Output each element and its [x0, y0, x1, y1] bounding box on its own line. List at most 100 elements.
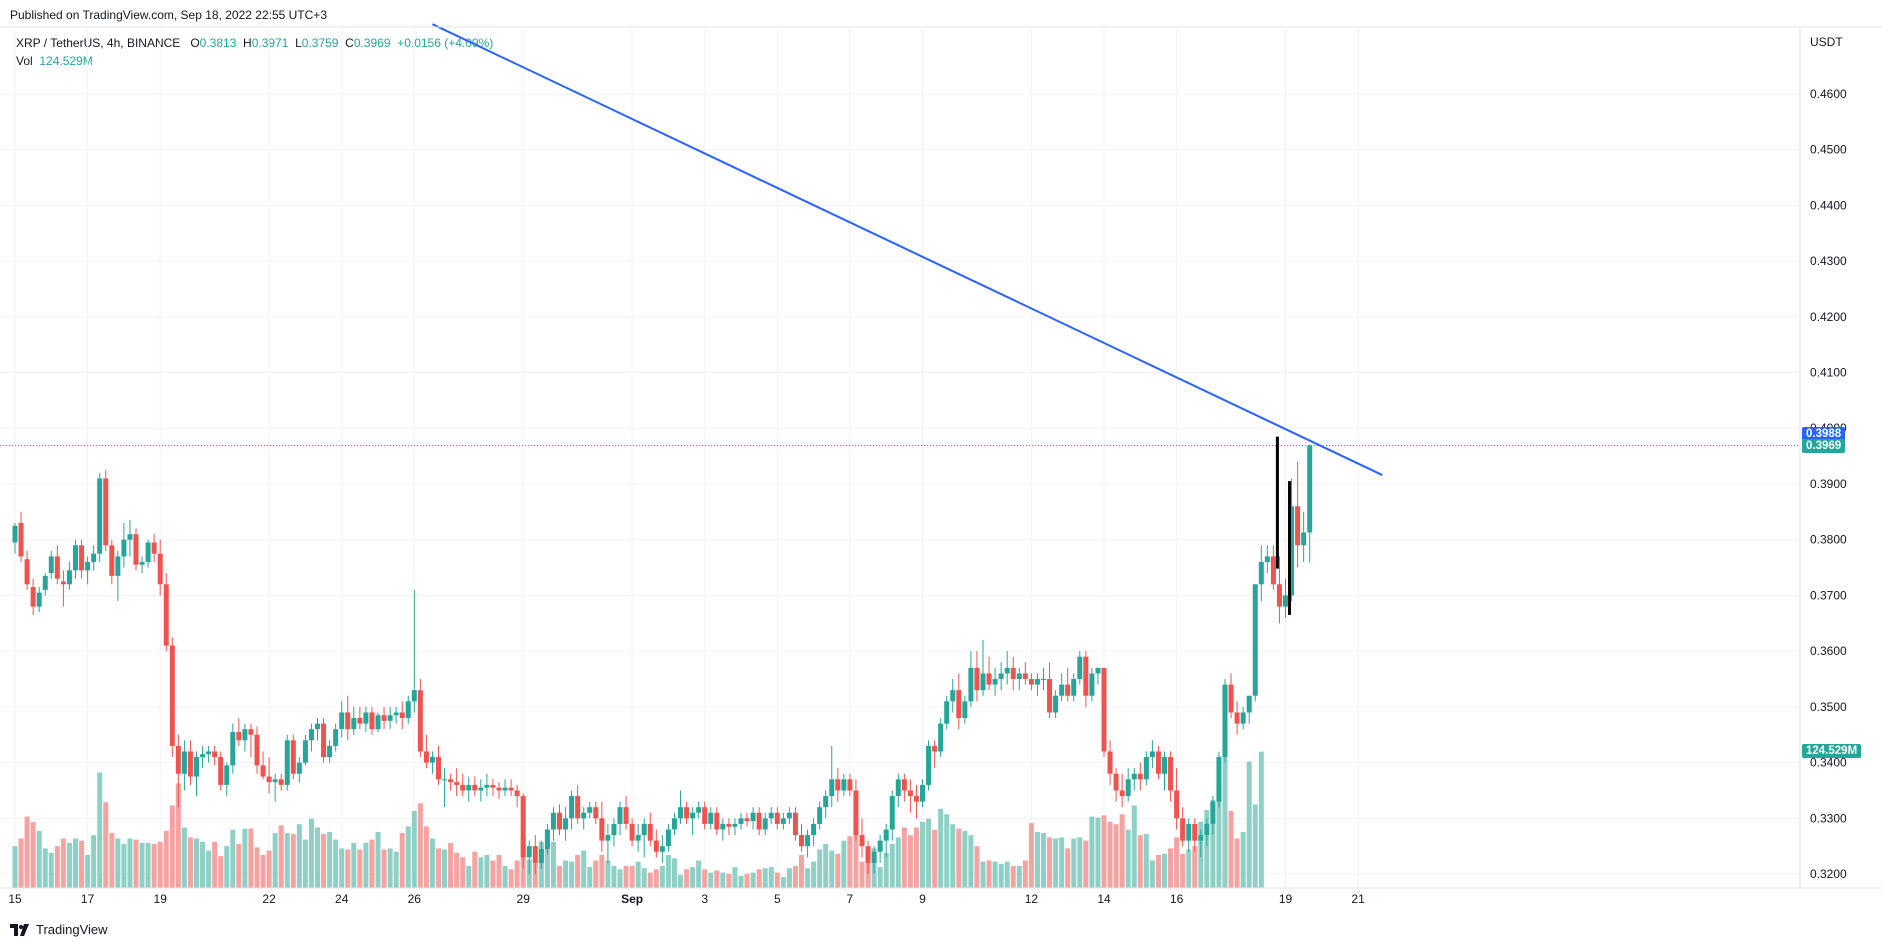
volume-bar: [1101, 815, 1107, 888]
candle-body: [708, 812, 714, 824]
symbol-label[interactable]: XRP / TetherUS, 4h, BINANCE: [16, 36, 181, 50]
candle-body: [593, 807, 599, 819]
price-tick-label: 0.3300: [1810, 811, 1847, 825]
volume-bar: [841, 840, 847, 888]
candle-body: [169, 645, 175, 746]
price-axis[interactable]: 0.3200 0.3300 0.3400 0.3500 0.3600 0.3700 0.38…: [1810, 87, 1847, 881]
volume-bar: [187, 837, 193, 888]
volume-bar: [115, 838, 121, 888]
volume-bar: [151, 844, 157, 888]
candle-body: [974, 667, 980, 691]
tradingview-logo-icon: [10, 923, 30, 936]
volume-bar: [1095, 817, 1101, 888]
candle-body: [550, 812, 556, 830]
candle-body: [726, 823, 732, 827]
volume-bar: [460, 857, 466, 888]
volume-bar: [926, 818, 932, 888]
volume-bar: [24, 816, 30, 888]
candle-body: [1204, 823, 1210, 836]
candle-body: [1180, 818, 1186, 841]
volume-bar: [73, 838, 78, 888]
candle-body: [678, 807, 683, 819]
candle-body: [145, 542, 151, 562]
volume-bar: [472, 851, 478, 888]
volume-bar: [786, 868, 792, 888]
candle-body: [629, 823, 635, 841]
candle-body: [1289, 506, 1295, 596]
volume-bar: [1174, 837, 1180, 888]
candle-body: [998, 673, 1004, 680]
candle-body: [702, 807, 708, 824]
footer-brand[interactable]: TradingView: [10, 922, 108, 937]
candle-body: [980, 673, 986, 691]
time-tick-label: 24: [335, 892, 349, 906]
candle-body: [502, 787, 508, 791]
candle-body: [829, 779, 835, 797]
volume-bar: [1034, 831, 1040, 888]
candle-body: [429, 757, 435, 763]
candle-body: [671, 818, 677, 830]
candle-body: [853, 790, 859, 836]
bar-markers[interactable]: [1275, 436, 1291, 615]
volume-bar: [665, 855, 671, 888]
volume-label[interactable]: Vol: [16, 54, 33, 68]
volume-bar: [60, 838, 66, 888]
candle-body: [1295, 506, 1301, 546]
candle-body: [496, 787, 502, 791]
candle-body: [932, 745, 938, 752]
volume-bar: [66, 842, 72, 888]
volume-bar: [157, 841, 163, 888]
candle-body: [768, 812, 774, 819]
candle-body: [1089, 673, 1095, 696]
candle-body: [696, 807, 702, 813]
candle-body: [302, 740, 308, 763]
price-tick-label: 0.3200: [1810, 867, 1847, 881]
volume-bar: [442, 849, 448, 888]
volume-bar: [907, 835, 913, 888]
candle-body: [296, 762, 302, 774]
volume-bar: [817, 849, 823, 888]
time-tick-label: 19: [154, 892, 168, 906]
volume-bar: [1041, 833, 1046, 888]
volume-bar: [36, 830, 42, 888]
candle-body: [1258, 561, 1264, 585]
volume-bar: [436, 848, 441, 888]
candle-body: [823, 796, 829, 808]
volume-bar: [1149, 860, 1155, 888]
candle-body: [563, 818, 569, 830]
close-label: C: [345, 36, 354, 50]
volume-bar: [272, 833, 278, 888]
candle-body: [363, 712, 369, 724]
volume-bar: [944, 814, 950, 888]
volume-bar: [1228, 811, 1234, 888]
chart-legend: XRP / TetherUS, 4h, BINANCE O0.3813 H0.3…: [16, 34, 493, 70]
candle-body: [339, 712, 345, 730]
candle-body: [351, 718, 357, 730]
volume-bar: [1222, 739, 1228, 888]
candle-body: [36, 592, 42, 607]
candle-body: [91, 553, 97, 562]
volume-bar: [381, 849, 387, 888]
volume-bar: [605, 860, 611, 888]
volume-bar: [194, 838, 199, 888]
price-tick-label: 0.3700: [1810, 588, 1847, 602]
volume-bar: [121, 844, 127, 888]
candle-body: [647, 823, 653, 841]
volume-bar: [563, 860, 569, 888]
candle-body: [1228, 684, 1234, 713]
volume-bar: [732, 867, 738, 888]
time-axis[interactable]: 15 17 19 22 24 26 29 Sep 3 5 7 9 12 14 16 19 21: [8, 892, 1365, 906]
candle-body: [212, 751, 218, 758]
candle-body: [587, 807, 593, 813]
candle-body: [242, 729, 248, 741]
candle-body: [357, 718, 363, 724]
trendline[interactable]: [432, 23, 1383, 476]
candle-body: [411, 690, 417, 702]
volume-bar: [1113, 824, 1119, 888]
candle-body: [1240, 712, 1246, 724]
price-tick-label: 0.3800: [1810, 533, 1847, 547]
candle-body: [895, 779, 901, 797]
price-tick-label: 0.3400: [1810, 756, 1847, 770]
volume-bar: [859, 861, 865, 888]
